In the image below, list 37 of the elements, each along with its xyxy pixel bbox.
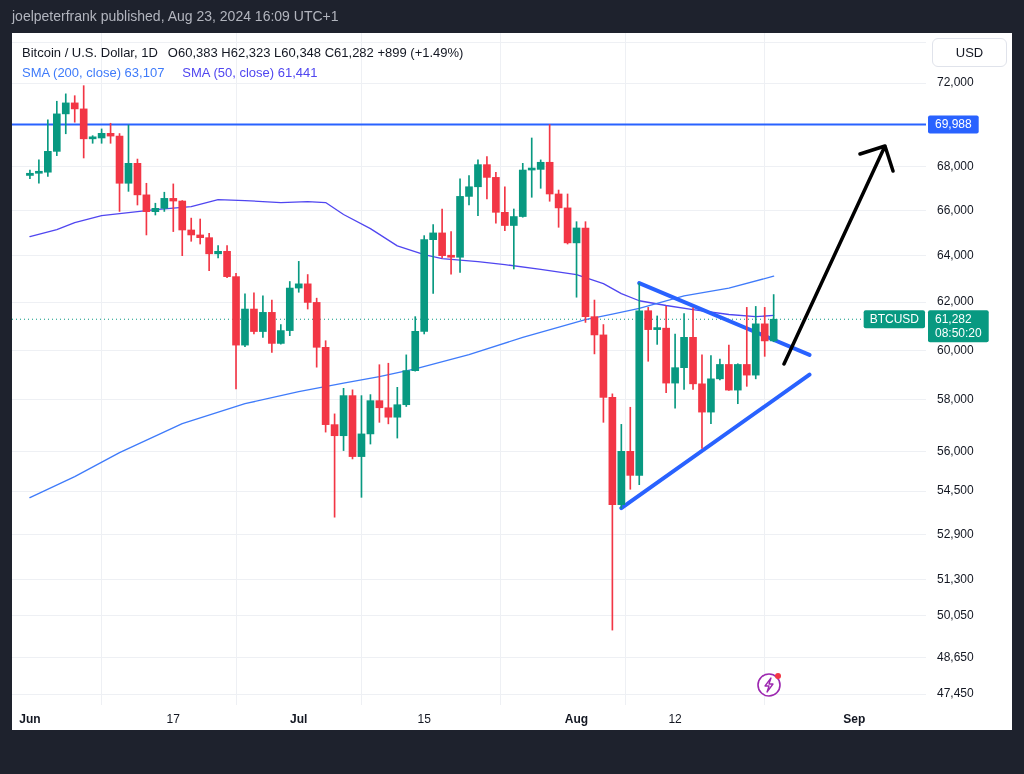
y-tick-label: 64,000 bbox=[937, 247, 975, 262]
x-tick-label: Aug bbox=[564, 711, 589, 726]
candlestick bbox=[187, 217, 196, 242]
y-tick-label: 62,000 bbox=[937, 294, 975, 309]
candlestick bbox=[214, 245, 222, 259]
y-tick-label: 52,900 bbox=[937, 527, 975, 542]
x-tick-label: Sep bbox=[843, 711, 866, 726]
ref-line-label: 61,282 bbox=[935, 312, 973, 327]
y-axis-title: USD bbox=[932, 38, 1007, 67]
candlestick bbox=[169, 183, 178, 232]
x-tick-label: 15 bbox=[417, 711, 432, 726]
text: O60,383 H62,323 L60,348 C61,282 +899 (+1.49%) bbox=[167, 45, 464, 60]
candlestick bbox=[653, 315, 662, 345]
x-tick-label: 17 bbox=[166, 711, 181, 726]
ref-line-label: 69,988 bbox=[935, 117, 973, 132]
text: Bitcoin / U.S. Dollar, 1D bbox=[22, 45, 158, 60]
text: SMA (50, close) 61,441 bbox=[182, 65, 318, 80]
x-tick-label: 12 bbox=[668, 711, 683, 726]
y-tick-label: 66,000 bbox=[937, 202, 975, 217]
y-tick-label: 51,300 bbox=[937, 572, 975, 587]
x-tick-label: Jun bbox=[19, 711, 41, 726]
y-tick-label: 72,000 bbox=[937, 75, 975, 90]
text: joelpeterfrank published, Aug 23, 2024 16:09 UTC+1 bbox=[12, 8, 339, 24]
y-tick-label: 68,000 bbox=[937, 159, 975, 174]
annotation: BTCUSD bbox=[869, 312, 920, 327]
y-tick-label: 48,650 bbox=[937, 649, 975, 664]
text: SMA (200, close) 63,107 bbox=[22, 65, 165, 80]
y-tick-label: 50,050 bbox=[937, 608, 975, 623]
y-tick-label: 60,000 bbox=[937, 342, 975, 357]
y-tick-label: 58,000 bbox=[937, 392, 975, 407]
candlestick bbox=[742, 307, 751, 387]
y-tick-label: 56,000 bbox=[937, 443, 975, 458]
candlestick bbox=[70, 95, 79, 123]
y-tick-label: 54,500 bbox=[937, 483, 975, 498]
text: 08:50:20 bbox=[935, 326, 983, 341]
y-tick-label: 47,450 bbox=[937, 686, 975, 701]
x-tick-label: Jul bbox=[290, 711, 308, 726]
